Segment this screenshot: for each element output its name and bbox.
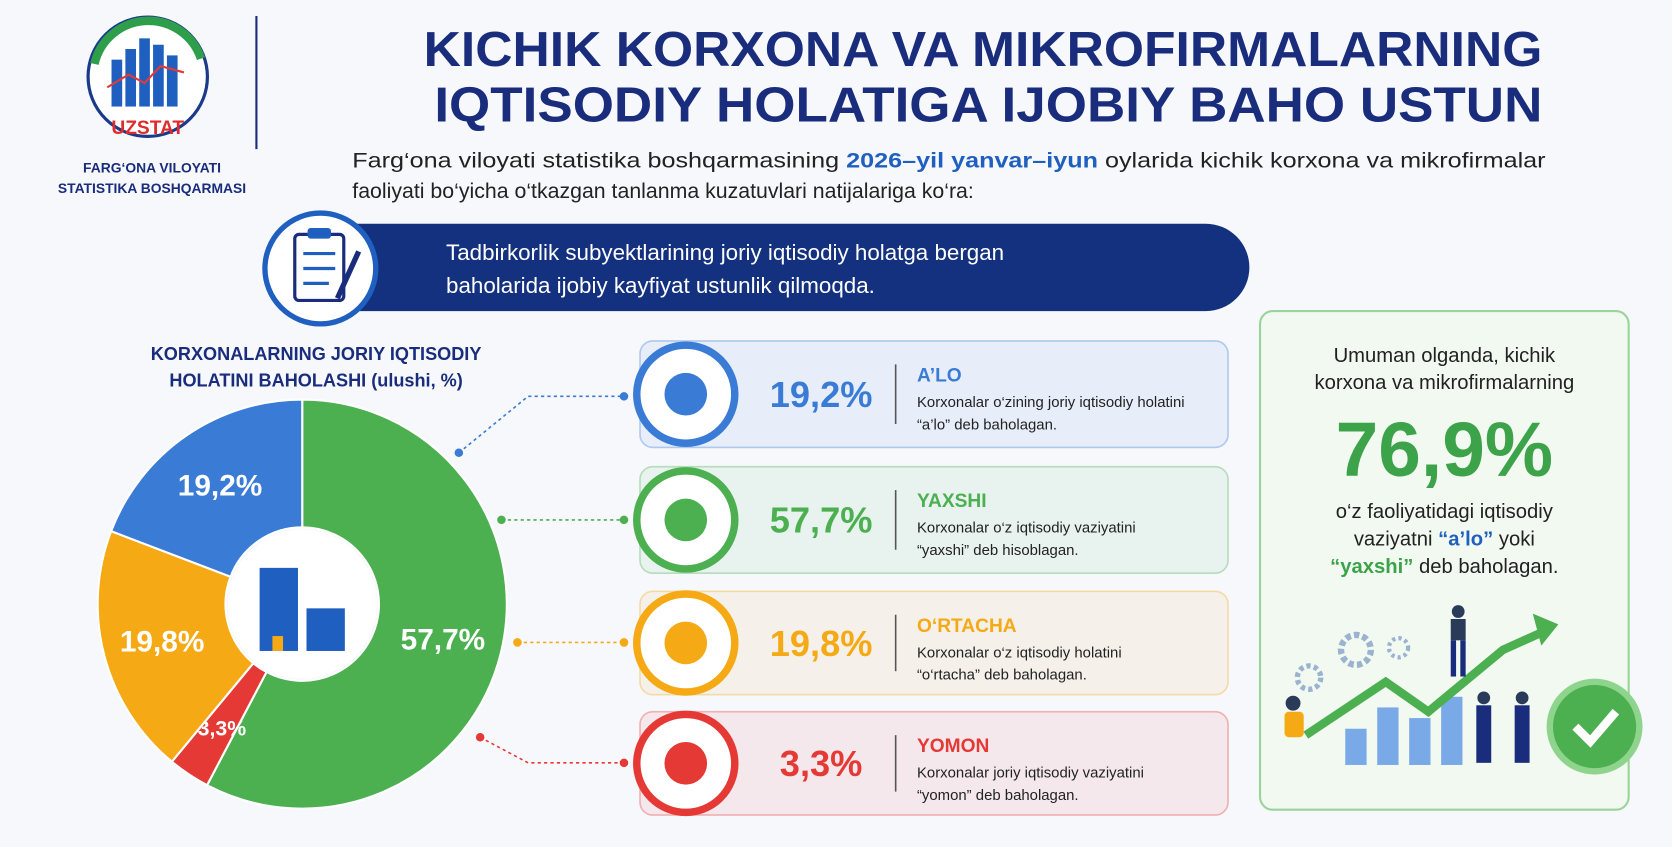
card-description: “a’lo” deb baholagan. bbox=[917, 417, 1057, 433]
org-line: FARG‘ONA VILOYATI bbox=[83, 160, 221, 176]
card-description: Korxonalar o‘z iqtisodiy holatini bbox=[917, 645, 1122, 661]
connector-dot bbox=[454, 448, 464, 458]
slice-label: 57,7% bbox=[401, 623, 486, 656]
chart-title: HOLATINI BAHOLASHI (ulushi, %) bbox=[169, 371, 462, 391]
intro-highlight: 2026–yil yanvar–iyun bbox=[846, 148, 1098, 172]
banner-line: baholarida ijobiy kayfiyat ustunlik qilm… bbox=[446, 273, 875, 298]
intro-text: oylarida kichik korxona va mikrofirmalar bbox=[1098, 148, 1546, 172]
building-door bbox=[272, 636, 284, 651]
card-description: Korxonalar o‘zining joriy iqtisodiy hola… bbox=[917, 395, 1185, 411]
building-icon bbox=[306, 608, 345, 651]
summary-text: deb baholagan. bbox=[1413, 556, 1558, 578]
title-line: IQTISODIY HOLATIGA IJOBIY BAHO USTUN bbox=[434, 78, 1542, 132]
connector-dot bbox=[475, 733, 485, 742]
logo: UZSTAT bbox=[86, 15, 210, 139]
intro-line: Farg‘ona viloyati statistika boshqarmasi… bbox=[352, 148, 1545, 172]
card-icon bbox=[664, 621, 708, 665]
card-description: “yomon” deb baholagan. bbox=[917, 788, 1079, 804]
logo-text: UZSTAT bbox=[111, 118, 184, 139]
slice bbox=[96, 529, 255, 764]
chart-title: KORXONALARNING JORIY IQTISODIY bbox=[151, 344, 482, 364]
card-value: 57,7% bbox=[770, 500, 873, 541]
summary-text: vaziyatni bbox=[1354, 528, 1438, 550]
summary-line: o‘z faoliyatidagi iqtisodiy bbox=[1336, 501, 1554, 523]
intro-text: Farg‘ona viloyati statistika boshqarmasi… bbox=[352, 148, 846, 172]
card-name: A’LO bbox=[917, 365, 962, 386]
slice-label: 19,8% bbox=[120, 626, 205, 659]
donut-chart: 57,7%3,3%19,8%19,2% bbox=[96, 398, 508, 810]
slice bbox=[205, 398, 508, 810]
growth-illustration bbox=[1284, 605, 1643, 775]
summary-box bbox=[1258, 310, 1630, 811]
card-description: Korxonalar joriy iqtisodiy vaziyatini bbox=[917, 766, 1144, 782]
clipboard-icon bbox=[262, 210, 379, 327]
summary-line: korxona va mikrofirmalarning bbox=[1314, 372, 1574, 394]
slice bbox=[109, 398, 304, 579]
card-name: YAXSHI bbox=[917, 491, 987, 512]
summary-line: vaziyatni “a’lo” yoki bbox=[1354, 528, 1535, 550]
connector-dot bbox=[619, 638, 629, 647]
summary-big: 76,9% bbox=[1336, 408, 1553, 493]
cards: 19,2% A’LO Korxonalar o‘zining joriy iqtis… bbox=[454, 340, 1229, 817]
card-value: 3,3% bbox=[780, 743, 863, 784]
card-icon bbox=[664, 372, 708, 416]
title-line: KICHIK KORXONA VA MIKROFIRMALARNING bbox=[424, 23, 1543, 77]
connector-dot bbox=[513, 638, 522, 647]
card-name: O‘RTACHA bbox=[917, 616, 1017, 637]
card-description: Korxonalar o‘z iqtisodiy vaziyatini bbox=[917, 521, 1136, 537]
card-description: “yaxshi” deb hisoblagan. bbox=[917, 543, 1079, 559]
slice-label: 19,2% bbox=[178, 469, 263, 502]
card-value: 19,2% bbox=[770, 374, 873, 415]
intro-line: faoliyati bo‘yicha o‘tkazgan tanlanma ku… bbox=[352, 179, 974, 203]
card-icon bbox=[664, 742, 708, 785]
card-name: YOMON bbox=[917, 736, 989, 757]
connector-dot bbox=[619, 392, 629, 401]
card-value: 19,8% bbox=[770, 623, 873, 664]
banner-line: Tadbirkorlik subyektlarining joriy iqtis… bbox=[446, 240, 1004, 265]
org-line: STATISTIKA BOSHQARMASI bbox=[58, 180, 246, 196]
card-description: “o‘rtacha” deb baholagan. bbox=[917, 668, 1087, 684]
donut-hole bbox=[227, 529, 377, 679]
connector bbox=[479, 736, 624, 764]
summary-line: Umuman olganda, kichik bbox=[1334, 345, 1556, 367]
connector-dot bbox=[619, 515, 629, 525]
connector-dot bbox=[497, 515, 506, 525]
summary-highlight: “yaxshi” bbox=[1330, 556, 1413, 578]
summary-line: “yaxshi” deb baholagan. bbox=[1330, 556, 1558, 578]
summary-text: yoki bbox=[1493, 528, 1535, 550]
summary-highlight: “a’lo” bbox=[1438, 528, 1493, 550]
banner bbox=[277, 223, 1250, 312]
card-icon bbox=[664, 498, 708, 542]
connector-dot bbox=[619, 758, 629, 768]
